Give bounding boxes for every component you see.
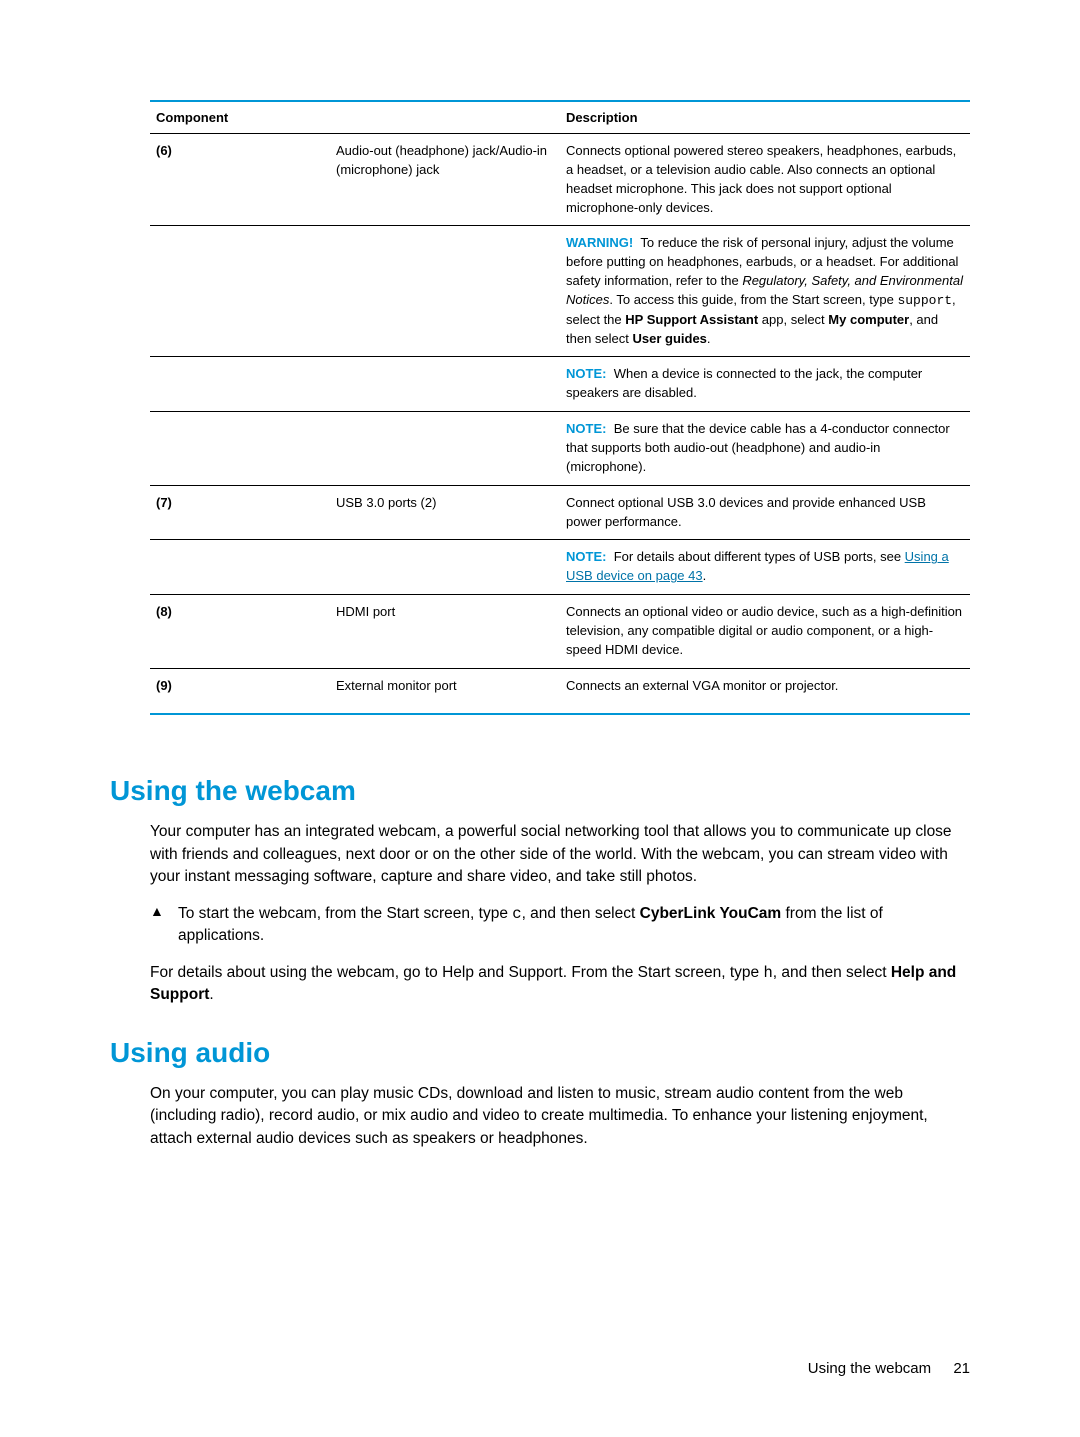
- row-description: Connect optional USB 3.0 devices and pro…: [560, 485, 970, 540]
- note-cell: NOTE: Be sure that the device cable has …: [560, 412, 970, 486]
- row-description: Connects an external VGA monitor or proj…: [560, 668, 970, 714]
- desc-text: Connects optional powered stereo speaker…: [566, 142, 964, 217]
- webcam-bullet: ▲ To start the webcam, from the Start sc…: [150, 903, 960, 948]
- note-text: When a device is connected to the jack, …: [566, 366, 922, 400]
- header-spacer: [330, 101, 560, 134]
- row-component: External monitor port: [330, 668, 560, 714]
- section-heading-audio: Using audio: [110, 1037, 970, 1069]
- row-num: (6): [156, 143, 172, 158]
- desc-text: Connect optional USB 3.0 devices and pro…: [566, 494, 964, 532]
- webcam-para-1: Your computer has an integrated webcam, …: [150, 821, 960, 888]
- note-cell: NOTE: When a device is connected to the …: [560, 357, 970, 412]
- section-heading-webcam: Using the webcam: [110, 775, 970, 807]
- row-description: Connects an optional video or audio devi…: [560, 595, 970, 669]
- warning-label: WARNING!: [566, 235, 633, 250]
- table-row: NOTE: When a device is connected to the …: [150, 357, 970, 412]
- warning-cell: WARNING! To reduce the risk of personal …: [560, 226, 970, 357]
- warning-mono: support: [897, 293, 952, 308]
- table-row: (7) USB 3.0 ports (2) Connect optional U…: [150, 485, 970, 540]
- table-row: NOTE: Be sure that the device cable has …: [150, 412, 970, 486]
- audio-para-1: On your computer, you can play music CDs…: [150, 1083, 960, 1150]
- row-num: (9): [156, 678, 172, 693]
- row-description: Connects optional powered stereo speaker…: [560, 134, 970, 226]
- table-row: (6) Audio-out (headphone) jack/Audio-in …: [150, 134, 970, 226]
- note-cell: NOTE: For details about different types …: [560, 540, 970, 595]
- note-text: Be sure that the device cable has a 4-co…: [566, 421, 950, 474]
- footer-page-number: 21: [953, 1360, 970, 1377]
- row-component: Audio-out (headphone) jack/Audio-in (mic…: [330, 134, 560, 226]
- page-footer: Using the webcam 21: [808, 1360, 970, 1377]
- table-header-row: Component Description: [150, 101, 970, 134]
- header-description: Description: [560, 101, 970, 134]
- table-row: (8) HDMI port Connects an optional video…: [150, 595, 970, 669]
- webcam-para-2: For details about using the webcam, go t…: [150, 962, 960, 1007]
- components-table: Component Description (6) Audio-out (hea…: [150, 100, 970, 715]
- row-component: HDMI port: [330, 595, 560, 669]
- header-component: Component: [150, 101, 330, 134]
- table-row: (9) External monitor port Connects an ex…: [150, 668, 970, 714]
- webcam-bullet-text: To start the webcam, from the Start scre…: [178, 903, 960, 948]
- row-component: USB 3.0 ports (2): [330, 485, 560, 540]
- row-num: (8): [156, 604, 172, 619]
- note-label: NOTE:: [566, 366, 606, 381]
- footer-label: Using the webcam: [808, 1360, 931, 1377]
- table-row: WARNING! To reduce the risk of personal …: [150, 226, 970, 357]
- note-label: NOTE:: [566, 421, 606, 436]
- table-row: NOTE: For details about different types …: [150, 540, 970, 595]
- note-label: NOTE:: [566, 549, 606, 564]
- row-num: (7): [156, 495, 172, 510]
- triangle-bullet-icon: ▲: [150, 903, 178, 948]
- document-page: Component Description (6) Audio-out (hea…: [0, 0, 1080, 1437]
